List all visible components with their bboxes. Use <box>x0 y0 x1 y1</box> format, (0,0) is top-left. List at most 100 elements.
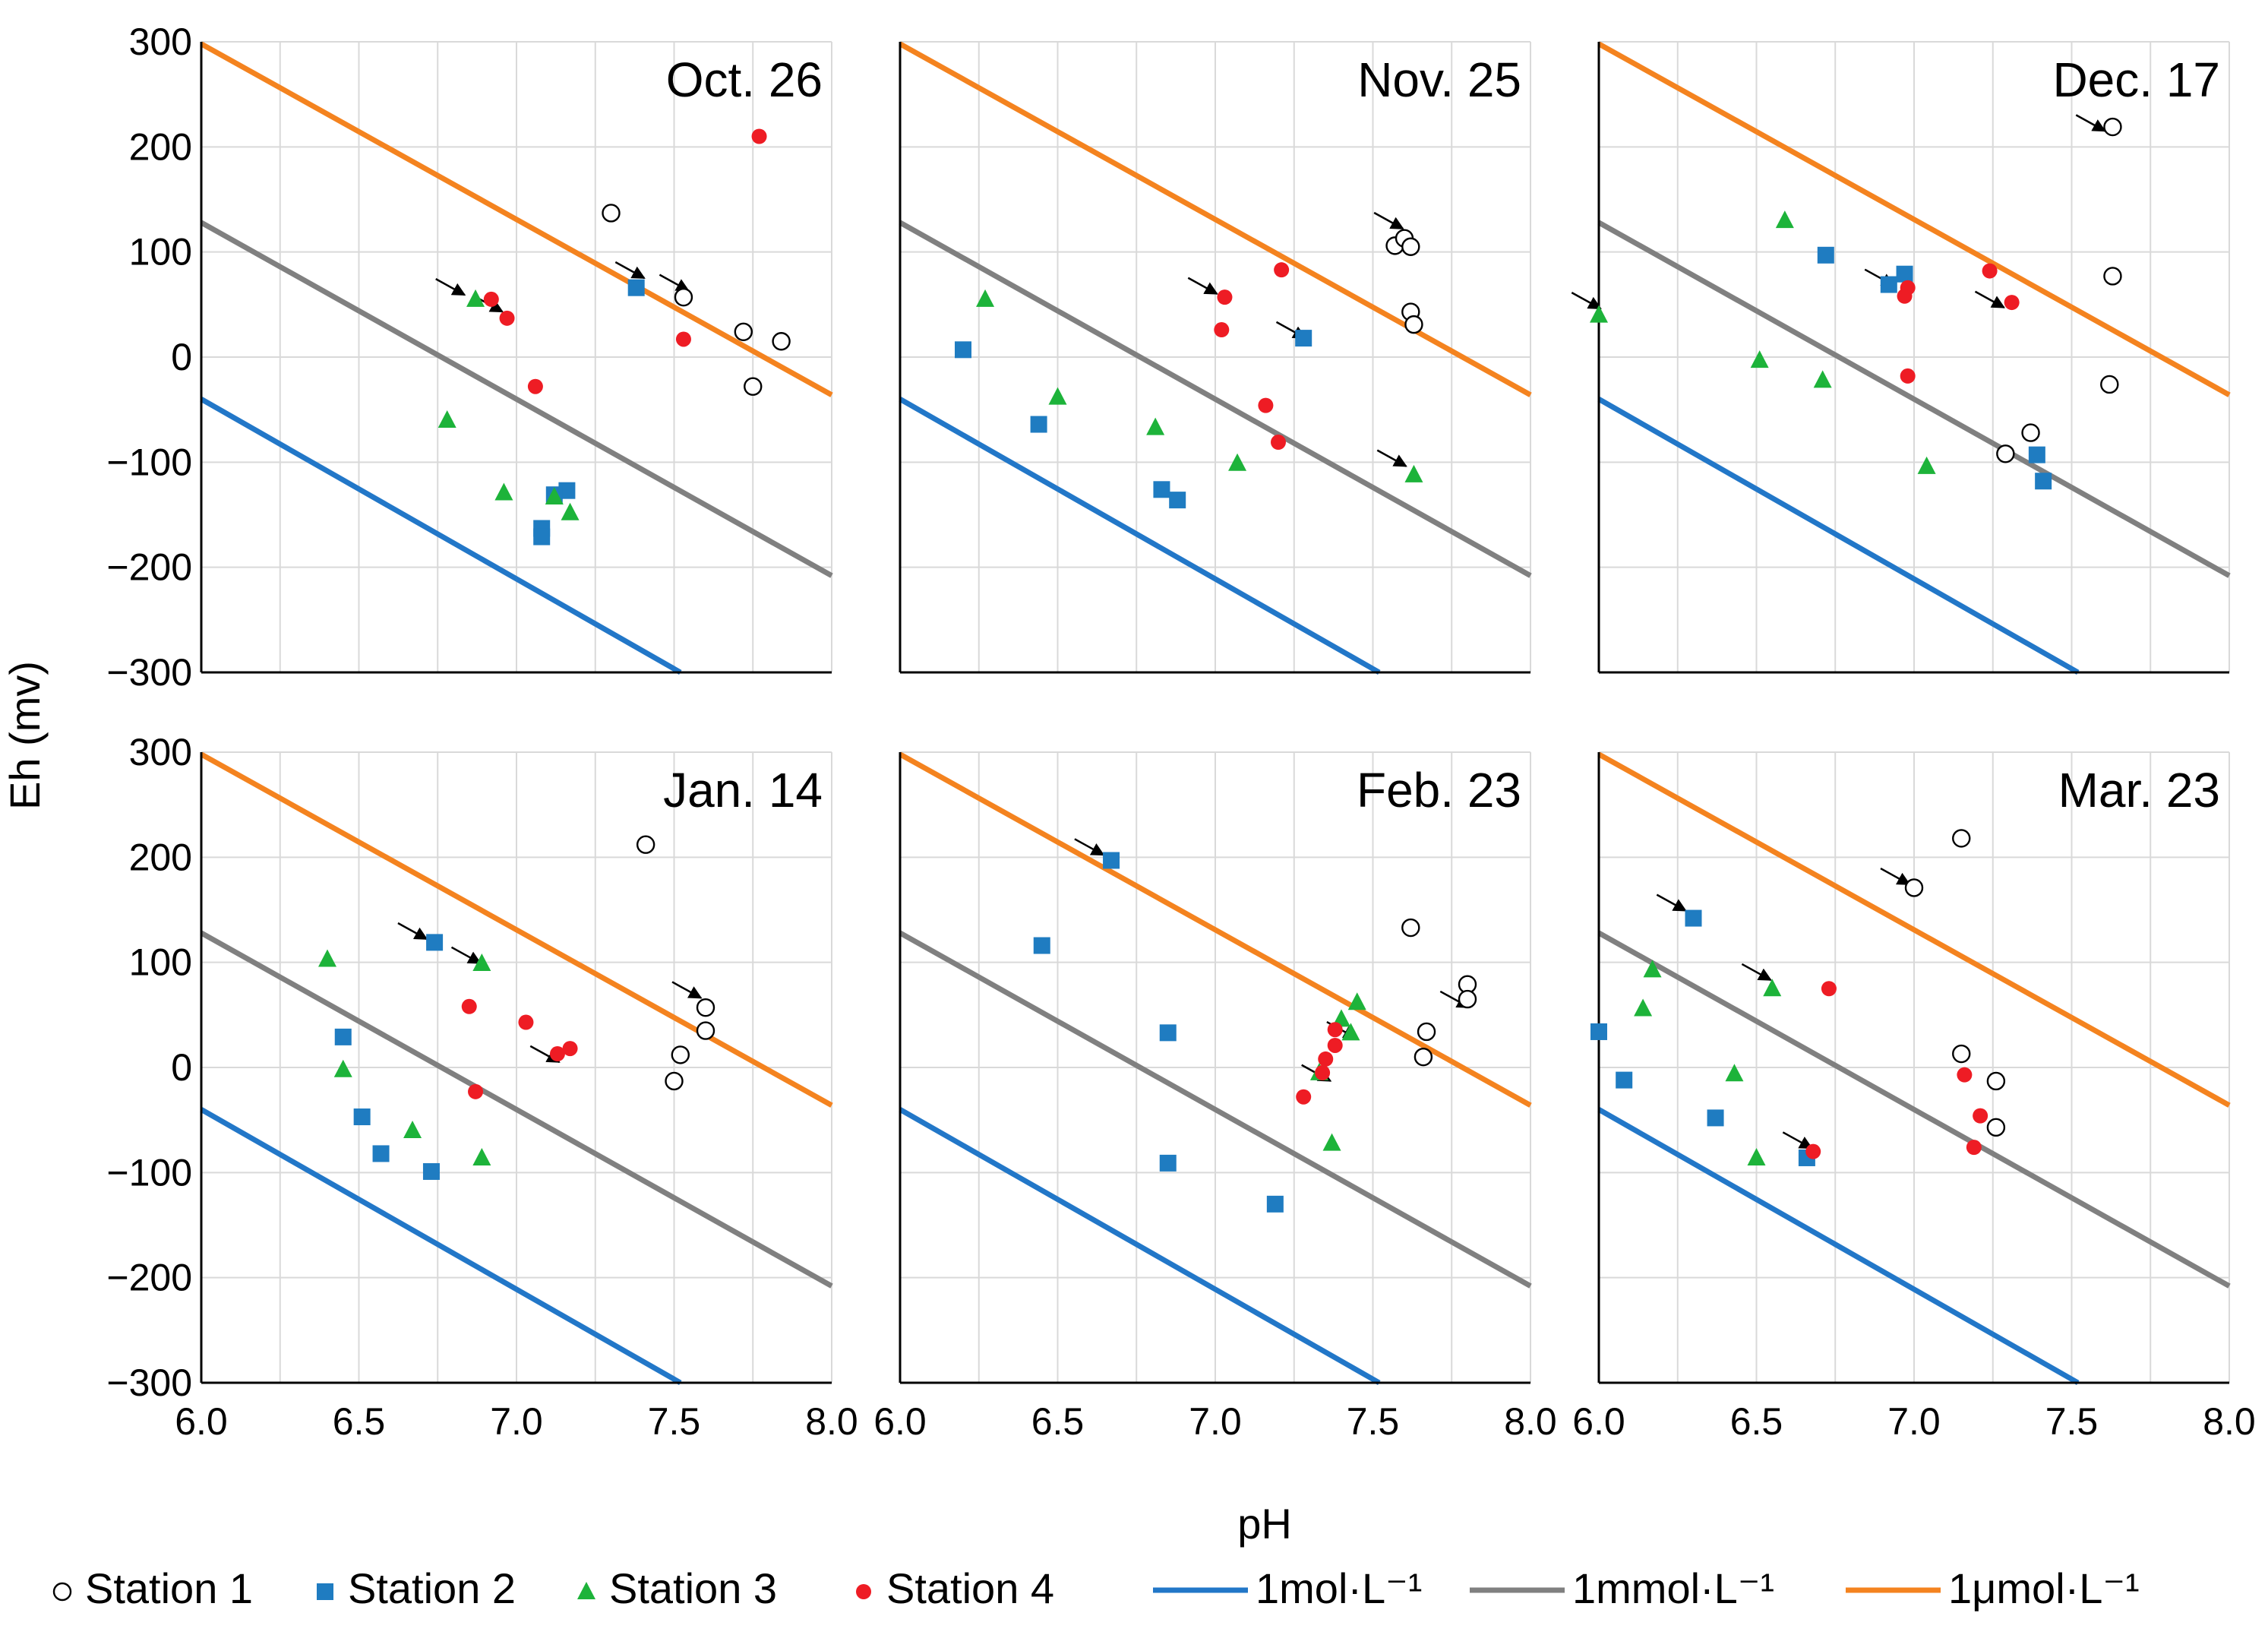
point-station-3 <box>494 482 513 501</box>
reference-lines <box>200 41 833 675</box>
arrow <box>450 946 482 964</box>
arrow <box>1782 1131 1813 1150</box>
y-tick-label: 100 <box>129 231 192 274</box>
axis-titles: Eh (mv) pH <box>1 661 1292 1548</box>
point-station-2 <box>2028 446 2045 463</box>
x-tick-label: 6.5 <box>1730 1400 1783 1443</box>
arrow <box>1376 449 1407 467</box>
panel-mar-23: 6.0 6.5 7.0 7.5 8.0 Mar. 23 <box>1572 751 2256 1443</box>
series-station-4 <box>461 998 578 1099</box>
point-station-1 <box>734 322 753 341</box>
point-station-4 <box>1900 368 1916 384</box>
point-station-4 <box>1805 1143 1821 1159</box>
reference-lines <box>1597 751 2231 1386</box>
point-station-3 <box>1725 1064 1744 1082</box>
series-station-2 <box>1033 852 1284 1213</box>
series-station-2 <box>533 279 645 546</box>
point-station-2 <box>1153 481 1170 498</box>
point-station-3 <box>1813 370 1832 388</box>
point-station-4 <box>2004 295 2020 311</box>
reference-line-1-mol-l <box>200 41 833 397</box>
point-station-2 <box>426 934 444 951</box>
point-station-3 <box>1643 960 1662 978</box>
legend-label-station-3: Station 3 <box>609 1564 777 1612</box>
point-station-3 <box>333 1059 352 1077</box>
point-station-1 <box>1952 829 1971 848</box>
reference-line-1mmol-l <box>200 220 833 578</box>
reference-line-1-mol-l <box>1597 751 2231 1108</box>
x-tick-label: 6.0 <box>873 1400 927 1443</box>
point-station-4 <box>1957 1067 1973 1083</box>
point-station-1 <box>2103 117 2122 137</box>
point-station-1 <box>696 998 715 1017</box>
y-axis-label: Eh (mv) <box>1 661 49 810</box>
x-tick-label: 6.5 <box>333 1400 386 1443</box>
legend: Station 1 Station 2 Station 3 Station 4 1mol… <box>52 1564 2140 1612</box>
legend-marker-station-3 <box>577 1582 595 1599</box>
point-station-3 <box>545 486 564 504</box>
point-station-1 <box>1986 1118 2006 1137</box>
point-station-2 <box>1266 1195 1284 1213</box>
point-station-4 <box>518 1014 534 1030</box>
point-station-2 <box>558 482 576 499</box>
point-station-2 <box>1295 330 1312 347</box>
series-station-3 <box>437 289 580 520</box>
point-station-3 <box>976 289 995 307</box>
point-station-2 <box>1707 1109 1724 1127</box>
point-station-1 <box>665 1071 684 1091</box>
x-tick-label: 7.5 <box>648 1400 701 1443</box>
point-station-3 <box>1341 1023 1360 1041</box>
arrow <box>1880 867 1911 886</box>
panel-title: Feb. 23 <box>1357 763 1521 818</box>
y-tick-label: −100 <box>106 441 192 483</box>
reference-line-1mmol-l <box>899 930 1532 1289</box>
x-tick-label: 7.5 <box>2045 1400 2099 1443</box>
panel-title: Nov. 25 <box>1357 52 1521 107</box>
x-tick-label: 6.5 <box>1031 1400 1085 1443</box>
reference-line-1-mol-l <box>200 751 833 1108</box>
reference-line-1-mol-l <box>899 41 1532 397</box>
point-station-2 <box>1590 1023 1607 1040</box>
point-station-2 <box>353 1108 371 1126</box>
point-station-4 <box>1318 1051 1334 1067</box>
x-tick-label: 7.0 <box>1887 1400 1941 1443</box>
point-station-4 <box>1821 981 1837 997</box>
x-tick-label: 7.0 <box>1189 1400 1242 1443</box>
legend-marker-station-2 <box>317 1583 333 1600</box>
reference-line-1mmol-l <box>1597 930 2231 1289</box>
legend-item-station-4: Station 4 <box>856 1564 1054 1612</box>
grid <box>201 751 832 1384</box>
point-station-2 <box>1169 492 1186 509</box>
panel-title: Dec. 17 <box>2052 52 2220 107</box>
point-station-3 <box>1750 350 1769 368</box>
y-tick-label: −300 <box>106 651 192 694</box>
point-station-4 <box>1982 263 1998 279</box>
arrows <box>1656 867 1911 1150</box>
reference-line-1mol-l <box>899 397 1381 675</box>
point-station-4 <box>1214 322 1230 338</box>
point-station-1 <box>1417 1022 1436 1042</box>
point-station-2 <box>1033 937 1050 954</box>
reference-line-1mol-l <box>1597 397 2080 675</box>
reference-line-1mol-l <box>200 1107 682 1386</box>
point-station-4 <box>468 1083 484 1099</box>
y-tick-label: 100 <box>129 941 192 984</box>
legend-marker-station-4 <box>856 1584 871 1599</box>
point-station-1 <box>2021 423 2040 442</box>
arrow <box>2075 114 2106 132</box>
series-station-3 <box>1590 210 1936 474</box>
point-station-1 <box>744 377 763 396</box>
point-station-3 <box>403 1121 422 1138</box>
arrows <box>397 922 703 1063</box>
x-tick-label: 7.0 <box>490 1400 543 1443</box>
x-tick-label: 8.0 <box>805 1400 858 1443</box>
point-station-4 <box>1973 1108 1988 1124</box>
panel-feb-23: 6.0 6.5 7.0 7.5 8.0 Feb. 23 <box>873 751 1557 1443</box>
legend-item-1-mol-l: 1μmol·L⁻¹ <box>1846 1564 2140 1612</box>
point-station-4 <box>1327 1037 1343 1053</box>
point-station-4 <box>549 1046 565 1062</box>
legend-label-station-4: Station 4 <box>886 1564 1054 1612</box>
series-station-2 <box>334 934 444 1180</box>
reference-line-1mmol-l <box>200 930 833 1289</box>
point-station-2 <box>1030 416 1047 433</box>
